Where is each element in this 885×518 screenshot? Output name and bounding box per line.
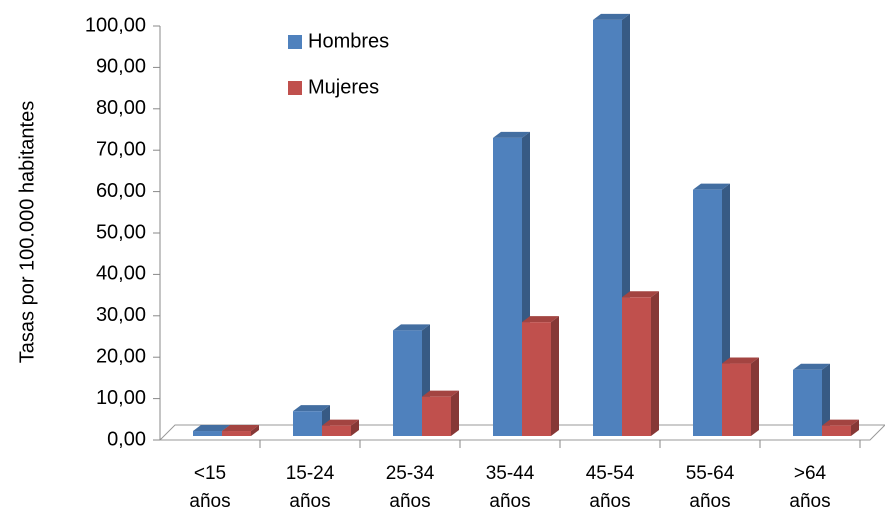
bar-top: [293, 405, 330, 412]
bar-side: [551, 316, 559, 436]
bar: [793, 363, 830, 436]
bar-side: [751, 357, 759, 436]
bar-side: [251, 425, 259, 436]
bar-front: [822, 425, 851, 436]
bar-top: [722, 357, 759, 364]
bar-front: [493, 137, 522, 437]
legend-label: Mujeres: [308, 76, 379, 98]
bar-top: [493, 131, 530, 138]
x-tick-label: 25-34 años: [385, 463, 435, 512]
bar-side: [851, 419, 859, 436]
bar-top: [822, 419, 859, 426]
legend-swatch: [288, 81, 302, 95]
bar: [422, 390, 459, 436]
bar: [722, 357, 759, 436]
bar-front: [693, 189, 722, 436]
y-tick-label: 20,00: [96, 345, 146, 367]
bar-top: [622, 291, 659, 298]
y-tick-label: 80,00: [96, 97, 146, 119]
bar-front: [593, 19, 622, 437]
bar-front: [222, 431, 251, 436]
x-tick-label: 35-44 años: [485, 463, 535, 512]
bar-front: [422, 396, 451, 436]
x-tick-label: <15 años: [189, 463, 231, 512]
bar-top: [793, 363, 830, 370]
bar: [522, 316, 559, 436]
bar-top: [222, 425, 259, 432]
floor: [158, 424, 885, 441]
bar-top: [422, 390, 459, 397]
bar-side: [451, 390, 459, 436]
y-tick-label: 10,00: [96, 387, 146, 409]
y-tick-label: 50,00: [96, 221, 146, 243]
bar-top: [193, 425, 230, 432]
bar-top: [322, 419, 359, 426]
bar-front: [522, 322, 551, 436]
y-tick-label: 40,00: [96, 263, 146, 285]
y-tick-label: 30,00: [96, 304, 146, 326]
y-tick-label: 100,00: [85, 14, 146, 36]
bar-front: [793, 369, 822, 436]
y-tick-label: 60,00: [96, 180, 146, 202]
legend-label: Hombres: [308, 30, 389, 52]
x-tick-label: >64 años: [789, 463, 831, 512]
x-tick-label: 45-54 años: [585, 463, 635, 512]
bar: [593, 13, 630, 437]
bar-front: [193, 431, 222, 436]
bar-front: [322, 425, 351, 436]
y-axis-title: Tasas por 100.000 habitantes: [16, 101, 38, 363]
bar-front: [393, 330, 422, 436]
bar: [322, 419, 359, 436]
bar-front: [293, 411, 322, 436]
bar-side: [351, 419, 359, 436]
bar-top: [522, 316, 559, 323]
x-tick-label: 15-24 años: [285, 463, 335, 512]
bar-side: [822, 363, 830, 436]
y-tick-label: 0,00: [107, 428, 146, 450]
legend-swatch: [288, 35, 302, 49]
bar-top: [593, 13, 630, 20]
bar-front: [722, 363, 751, 436]
y-tick-label: 70,00: [96, 138, 146, 160]
bar: [822, 419, 859, 436]
bar-top: [693, 183, 730, 190]
bar-side: [651, 291, 659, 436]
bar-top: [393, 324, 430, 331]
y-tick-label: 90,00: [96, 56, 146, 78]
bar-front: [622, 297, 651, 436]
x-tick-label: 55-64 años: [685, 463, 735, 512]
bar: [222, 425, 259, 436]
bar: [622, 291, 659, 436]
